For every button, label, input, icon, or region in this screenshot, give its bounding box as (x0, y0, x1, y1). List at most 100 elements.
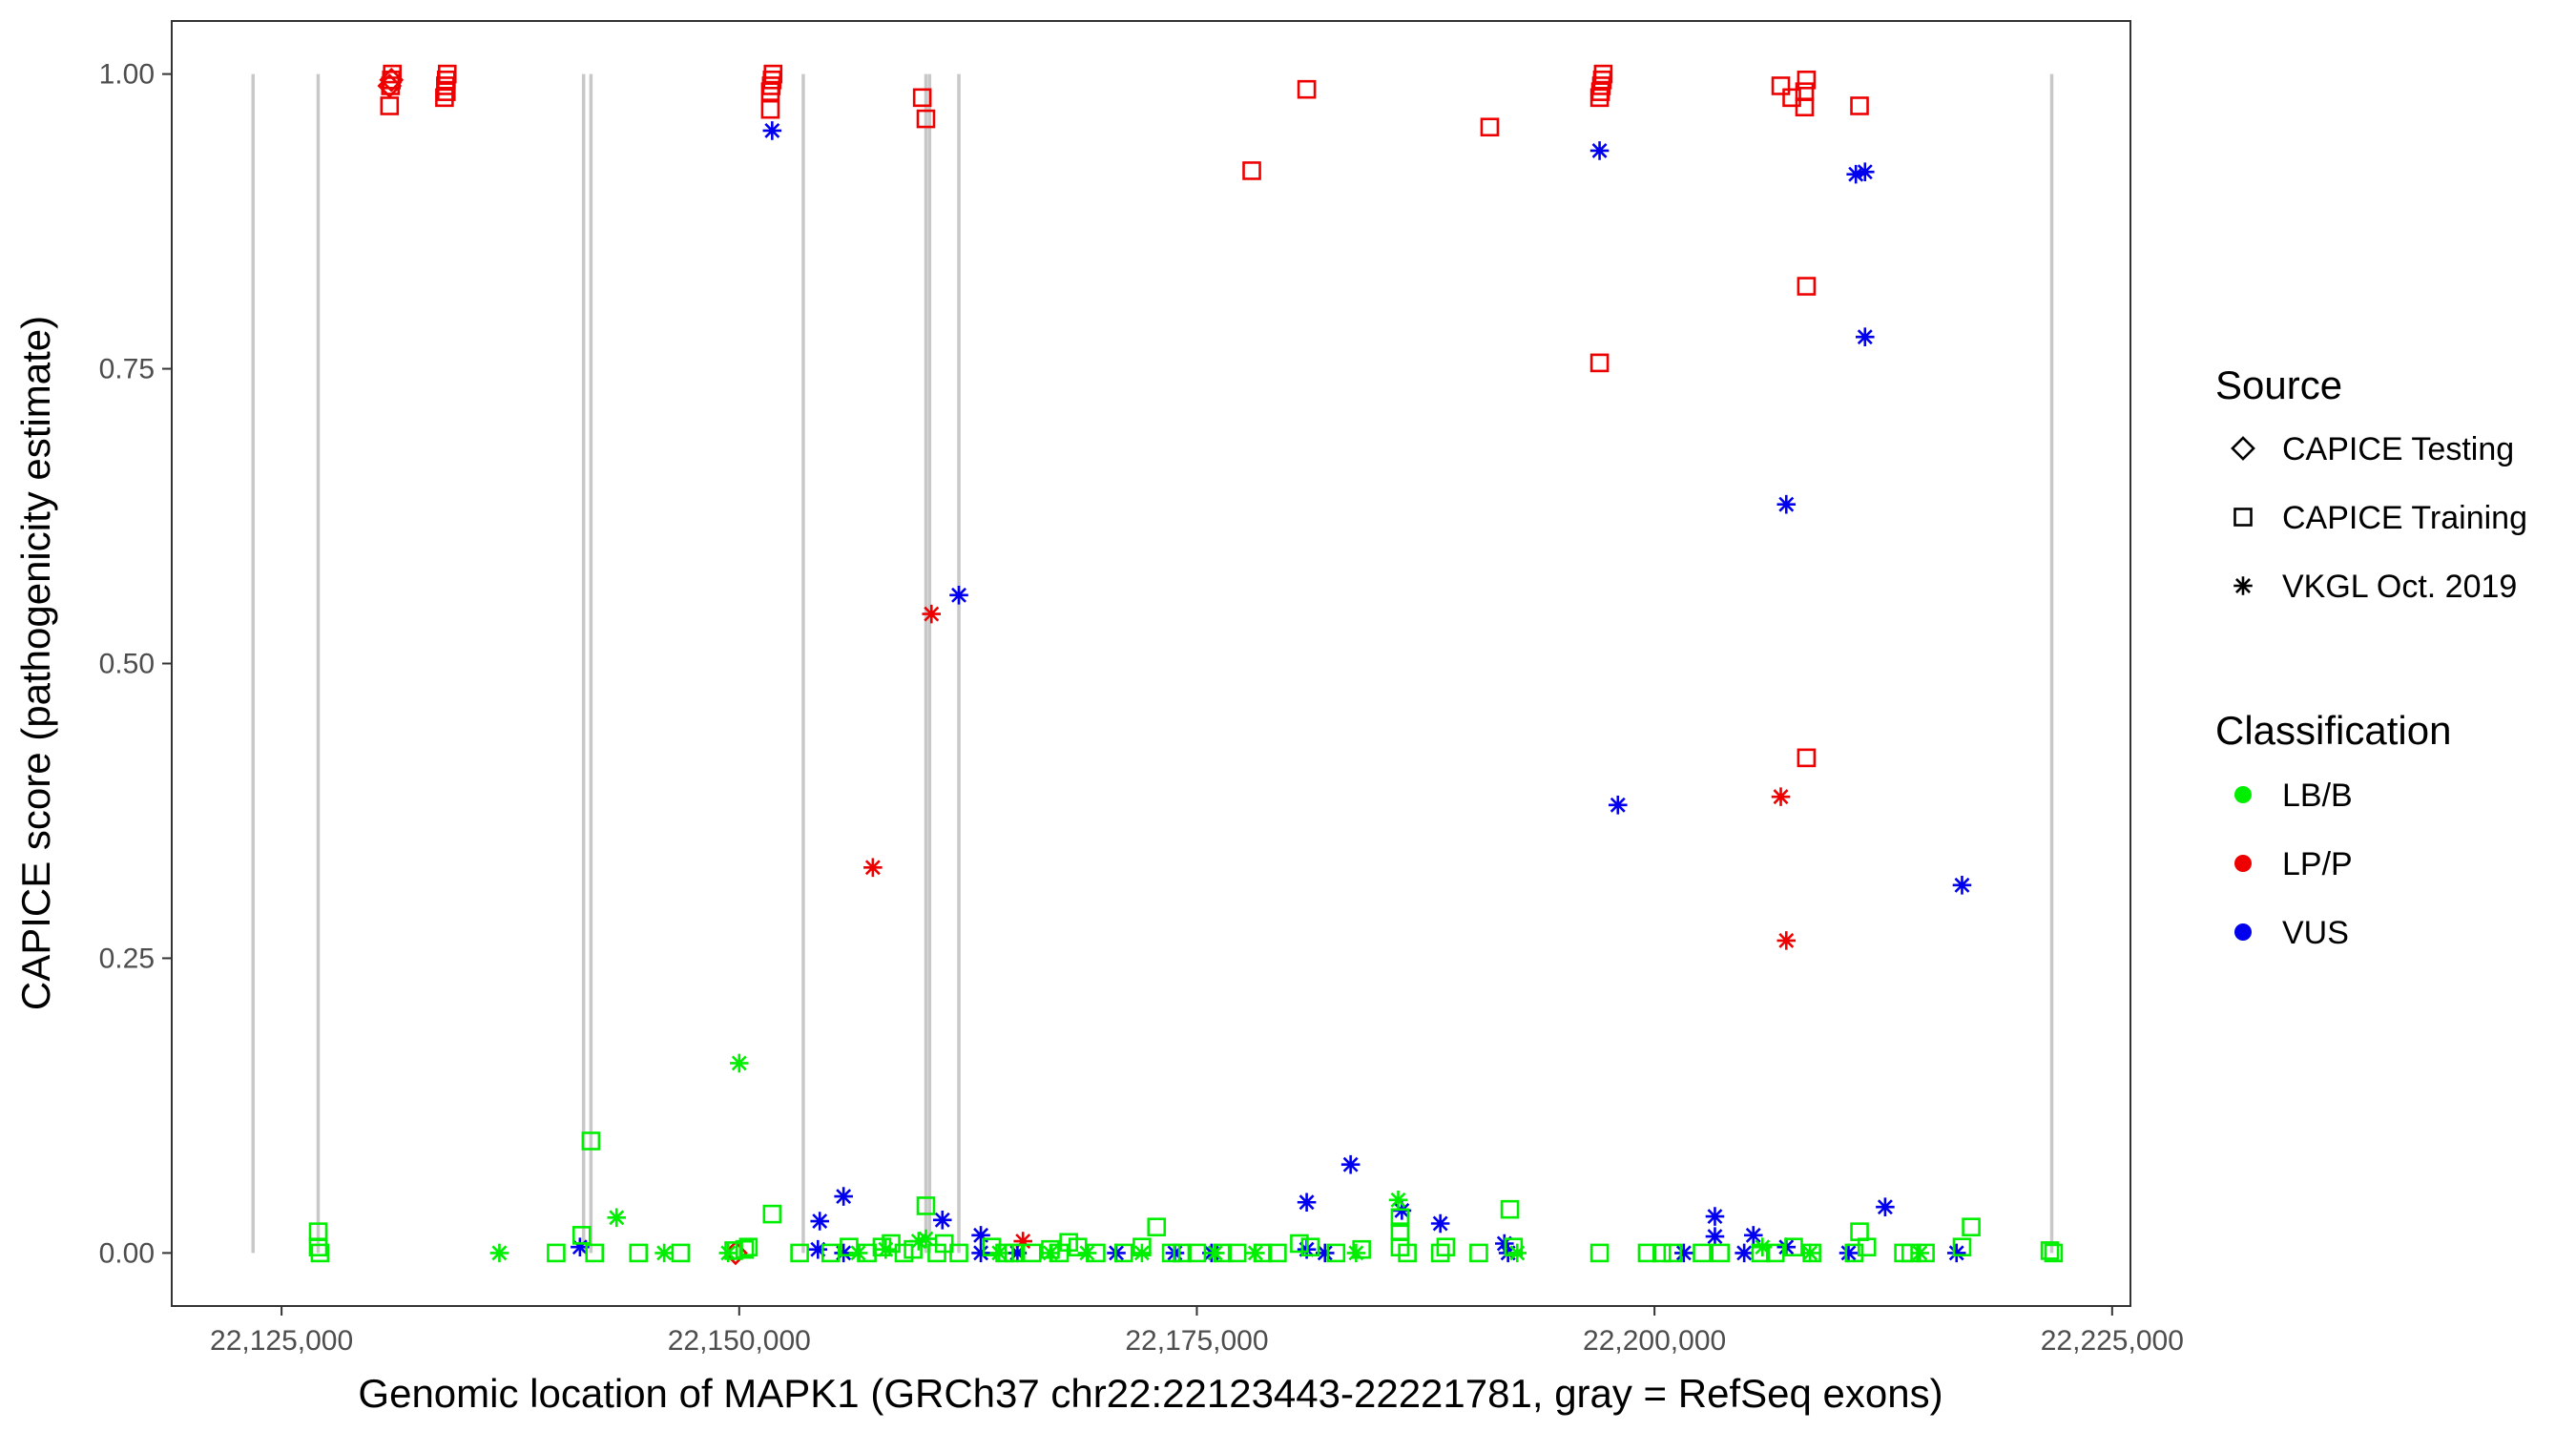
data-point (1430, 1243, 1450, 1263)
data-point (1430, 1213, 1450, 1234)
y-tick-label: 0.75 (99, 354, 155, 385)
data-point (863, 858, 883, 878)
y-tick-label: 0.25 (99, 943, 155, 974)
data-point (1652, 1243, 1672, 1263)
data-point (547, 1243, 566, 1263)
data-point (760, 99, 780, 119)
x-tick-label: 22,150,000 (668, 1325, 811, 1357)
legend-class-key (2234, 855, 2252, 872)
data-point (1608, 796, 1628, 815)
data-point (1113, 1243, 1133, 1263)
data-point (1132, 1237, 1152, 1257)
legend-class-label: LP/P (2282, 846, 2353, 882)
data-point (1705, 1227, 1725, 1246)
data-point (808, 1239, 828, 1259)
data-point (1213, 1243, 1233, 1263)
legend-class-key (2234, 923, 2252, 941)
data-point (1242, 161, 1261, 180)
legend-source-key (2233, 576, 2253, 595)
data-point (718, 1243, 738, 1263)
data-point (1390, 1208, 1410, 1228)
data-point (834, 1243, 853, 1263)
data-point (1776, 494, 1797, 514)
data-point (876, 1239, 896, 1259)
data-point (1952, 876, 1972, 895)
data-point (1856, 162, 1875, 181)
data-point (1771, 76, 1791, 95)
legend-source-label: VKGL Oct. 2019 (2282, 569, 2517, 605)
data-point (916, 1196, 936, 1215)
data-point (763, 64, 783, 84)
data-point (437, 82, 456, 101)
data-point (1693, 1243, 1712, 1263)
data-point (1398, 1243, 1417, 1263)
data-point (1839, 1243, 1859, 1263)
y-tick-label: 0.50 (99, 649, 155, 680)
y-tick-label: 0.00 (99, 1237, 155, 1269)
data-point (671, 1243, 691, 1263)
legend: Source CAPICE Testing CAPICE Training VKGL… (2215, 363, 2527, 951)
data-point (735, 1239, 755, 1259)
data-point (1784, 1237, 1803, 1257)
x-axis-title: Genomic location of MAPK1 (GRCh37 chr22:… (358, 1371, 1942, 1416)
data-point (762, 1204, 782, 1224)
exon-lines (251, 73, 2054, 1254)
x-tick-label: 22,200,000 (1583, 1325, 1726, 1357)
legend-class-label: LB/B (2282, 778, 2353, 814)
data-point (982, 1237, 1002, 1257)
data-point (934, 1234, 954, 1254)
y-axis: 0.00 0.25 0.50 0.75 1.00 (99, 59, 172, 1269)
x-tick-label: 22,175,000 (1125, 1325, 1268, 1357)
data-point (882, 1234, 901, 1254)
data-point (730, 1053, 749, 1073)
data-point (912, 88, 932, 108)
data-point (1771, 787, 1791, 806)
data-point (1132, 1243, 1152, 1263)
data-point (821, 1243, 841, 1263)
legend-source-key (2231, 436, 2255, 461)
data-point (1290, 1234, 1309, 1254)
data-point (1300, 1237, 1320, 1257)
data-point (629, 1243, 649, 1263)
data-point (1589, 141, 1610, 160)
legend-class-key (2234, 786, 2252, 803)
data-point (571, 1226, 592, 1245)
data-point (1268, 1243, 1287, 1263)
data-point (1500, 1199, 1520, 1219)
data-point (1087, 1243, 1106, 1263)
data-point (489, 1243, 509, 1263)
data-point (1846, 164, 1865, 184)
data-point (1469, 1243, 1488, 1263)
data-point (1173, 1243, 1192, 1263)
data-point (2044, 1243, 2064, 1263)
data-point (724, 1241, 743, 1260)
data-point (858, 1243, 877, 1263)
data-point (790, 1243, 809, 1263)
data-point (1962, 1217, 1981, 1237)
data-point (1797, 277, 1817, 296)
data-point (971, 1243, 990, 1263)
y-tick-label: 1.00 (99, 59, 155, 91)
data-point (1008, 1243, 1028, 1263)
data-points (308, 64, 2064, 1266)
legend-source-title: Source (2215, 363, 2342, 407)
data-point (834, 1187, 853, 1206)
data-point (1901, 1243, 1921, 1263)
data-point (585, 1243, 605, 1263)
data-point (1253, 1243, 1273, 1263)
data-point (1187, 1243, 1207, 1263)
data-point (1735, 1243, 1754, 1263)
data-point (810, 1212, 829, 1231)
x-axis: 22,125,000 22,150,000 22,175,000 22,200,000… (210, 1306, 2184, 1357)
data-point (1857, 1237, 1877, 1257)
data-point (949, 586, 968, 605)
data-point (1674, 1243, 1693, 1263)
legend-class-label: VUS (2282, 915, 2349, 951)
data-point (1227, 1243, 1247, 1263)
x-tick-label: 22,125,000 (210, 1325, 353, 1357)
data-point (571, 1237, 590, 1256)
data-point (1765, 1243, 1785, 1263)
data-point (1316, 1243, 1335, 1263)
data-point (1711, 1243, 1731, 1263)
